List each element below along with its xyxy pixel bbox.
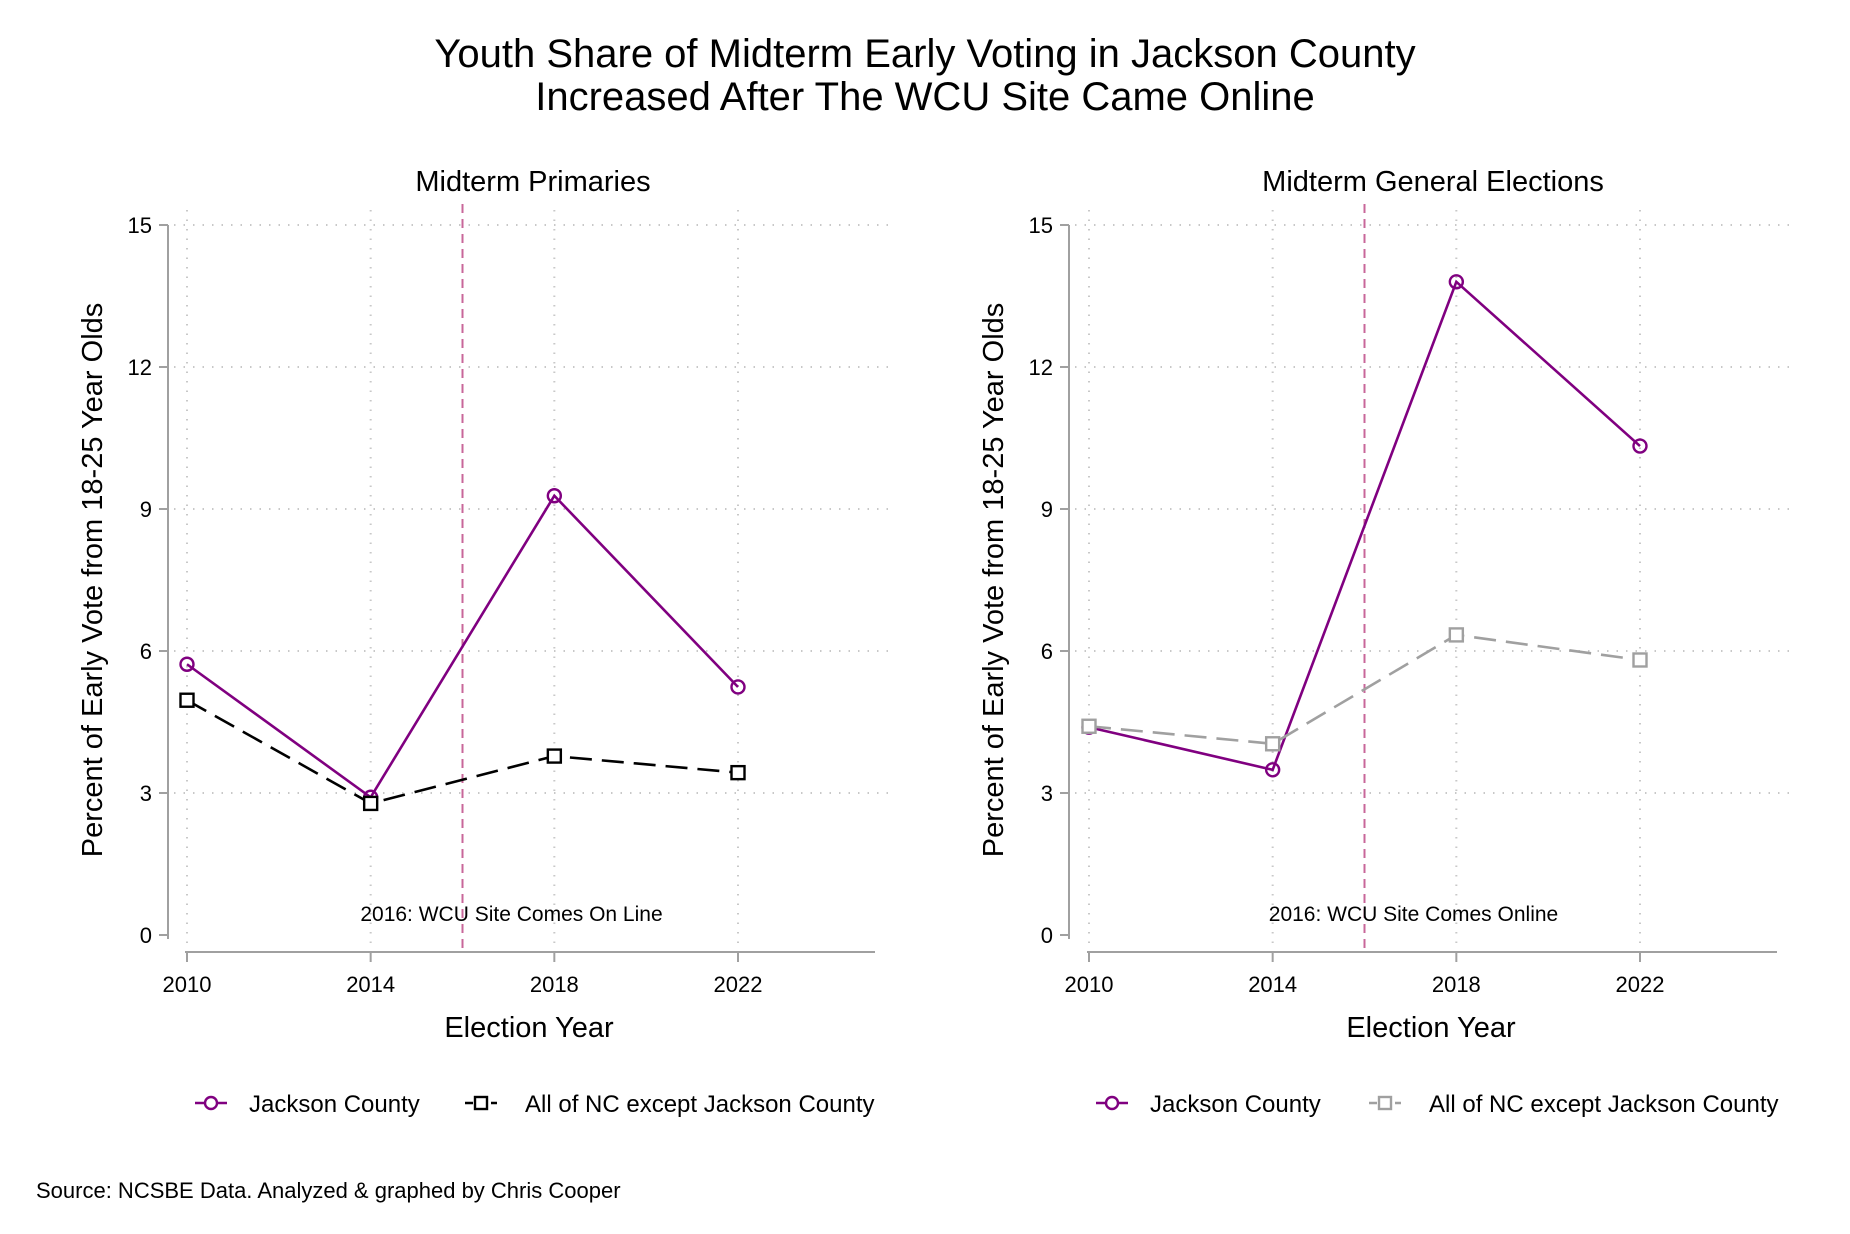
- legend-circle-icon: [1104, 1095, 1120, 1111]
- y-tick-label: 0: [140, 923, 152, 948]
- legend-label: All of NC except Jackson County: [1429, 1091, 1779, 1118]
- x-tick-label: 2022: [1616, 972, 1665, 997]
- legend-item: All of NC except Jackson County: [1369, 1091, 1779, 1118]
- series-line: [186, 493, 739, 800]
- y-tick-label: 9: [140, 497, 152, 522]
- legend-label: Jackson County: [1150, 1091, 1321, 1118]
- data-point-square: [1264, 736, 1281, 752]
- legend-circle-icon: [203, 1095, 219, 1111]
- event-annotation: 2016: WCU Site Comes Online: [1269, 903, 1558, 926]
- data-point-circle: [1264, 762, 1281, 778]
- x-tick-label: 2018: [530, 972, 579, 997]
- source-note: Source: NCSBE Data. Analyzed & graphed b…: [36, 1178, 621, 1203]
- series-nc-except-jackson: [179, 692, 746, 812]
- data-point-square: [1632, 652, 1648, 668]
- x-tick-label: 2010: [1065, 972, 1114, 997]
- data-point-circle: [1632, 438, 1648, 454]
- y-tick-label: 6: [1041, 639, 1053, 664]
- data-point-circle: [1448, 274, 1465, 290]
- data-point-square: [1081, 718, 1097, 734]
- y-tick-label: 3: [140, 781, 152, 806]
- x-tick-label: 2014: [346, 972, 395, 997]
- event-annotation: 2016: WCU Site Comes On Line: [360, 903, 662, 926]
- data-point-square: [1448, 627, 1465, 643]
- y-tick-label: 12: [128, 355, 152, 380]
- x-axis-title: Election Year: [1346, 1012, 1516, 1044]
- legend-item: All of NC except Jackson County: [465, 1091, 875, 1118]
- legend-label: All of NC except Jackson County: [525, 1091, 875, 1118]
- legend-label: Jackson County: [249, 1091, 420, 1118]
- y-tick-label: 9: [1041, 497, 1053, 522]
- panel-primaries: Midterm Primaries 0 3 6 9 12 15 2010 2014 2018 202…: [77, 166, 895, 1118]
- y-tick-label: 0: [1041, 923, 1053, 948]
- x-tick-label: 2010: [163, 972, 212, 997]
- legend-item: Jackson County: [195, 1091, 420, 1118]
- series-nc-except-jackson: [1081, 627, 1648, 752]
- y-axis-title: Percent of Early Vote from 18-25 Year Ol…: [77, 303, 109, 858]
- x-tick-label: 2014: [1248, 972, 1297, 997]
- legend-square-icon: [1377, 1095, 1393, 1111]
- y-axis-title: Percent of Early Vote from 18-25 Year Ol…: [978, 303, 1010, 858]
- chart-title-line-1: Youth Share of Midterm Early Voting in J…: [434, 32, 1415, 76]
- data-point-circle: [730, 679, 746, 695]
- y-tick-label: 15: [1029, 213, 1053, 238]
- data-point-circle: [179, 656, 195, 672]
- x-tick-label: 2018: [1432, 972, 1481, 997]
- y-tick-label: 3: [1041, 781, 1053, 806]
- panel-title: Midterm Primaries: [415, 166, 650, 198]
- series-line: [186, 699, 739, 805]
- y-tick-label: 6: [140, 639, 152, 664]
- panel-general: Midterm General Elections 0 3 6 9 12 15 2010 201…: [978, 166, 1797, 1118]
- legend-square-icon: [473, 1095, 489, 1111]
- legend-item: Jackson County: [1096, 1091, 1321, 1118]
- data-point-square: [179, 692, 195, 708]
- data-point-square: [730, 764, 746, 781]
- y-tick-label: 15: [128, 213, 152, 238]
- data-point-square: [546, 748, 563, 764]
- chart-title-line-2: Increased After The WCU Site Came Online: [535, 75, 1315, 119]
- x-tick-label: 2022: [714, 972, 763, 997]
- data-point-circle: [546, 488, 563, 504]
- y-tick-label: 12: [1029, 355, 1053, 380]
- x-axis-title: Election Year: [444, 1012, 614, 1044]
- series-line: [1088, 279, 1641, 772]
- series-line: [1088, 633, 1641, 746]
- panel-title: Midterm General Elections: [1262, 166, 1604, 198]
- data-point-square: [362, 795, 379, 812]
